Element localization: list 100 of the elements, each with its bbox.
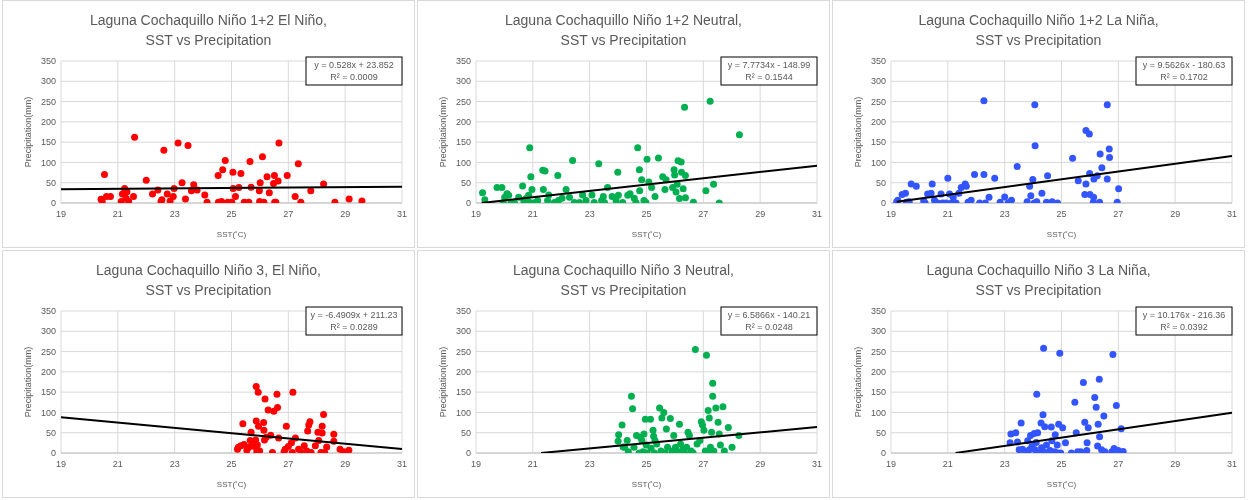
equation-box: y = 0.528x + 23.852 R² = 0.0009 bbox=[305, 56, 403, 86]
y-tick-label: 0 bbox=[880, 448, 886, 459]
x-tick-label: 27 bbox=[1113, 209, 1124, 219]
x-tick-label: 23 bbox=[999, 209, 1010, 219]
y-axis-title: Precipitation(mm) bbox=[23, 346, 33, 418]
equation-box: y = 10.176x - 216.36 R² = 0.0392 bbox=[1135, 306, 1233, 336]
y-tick-label: 200 bbox=[455, 367, 471, 378]
y-tick-label: 100 bbox=[870, 407, 886, 418]
chart-title: Laguna Cochaquillo Niño 3, El Niño, SST vs Precipitation bbox=[96, 262, 321, 298]
x-tick-label: 25 bbox=[1056, 459, 1067, 469]
y-tick-label: 200 bbox=[40, 367, 56, 378]
y-tick-label: 50 bbox=[875, 177, 886, 188]
annotation: y = 10.176x - 216.36 bbox=[1142, 310, 1226, 320]
x-tick-label: 21 bbox=[112, 459, 123, 469]
x-tick-label: 29 bbox=[755, 459, 766, 469]
y-tick-label: 200 bbox=[40, 117, 56, 128]
x-axis-title: SST(˚C) bbox=[1046, 480, 1077, 489]
y-tick-label: 0 bbox=[50, 198, 56, 209]
annotation: y = 9.5626x - 180.63 bbox=[1142, 60, 1226, 70]
annotation: R² = 0.1702 bbox=[1160, 72, 1208, 82]
y-tick-label: 300 bbox=[870, 76, 886, 87]
y-tick-label: 50 bbox=[460, 177, 471, 188]
y-tick-label: 100 bbox=[455, 407, 471, 418]
y-tick-label: 300 bbox=[40, 76, 56, 87]
chart-title: Laguna Cochaquillo Niño 1+2 Neutral, SST vs Precipitation bbox=[505, 12, 742, 48]
y-tick-label: 250 bbox=[40, 96, 56, 107]
x-tick-label: 27 bbox=[698, 459, 709, 469]
y-tick-label: 300 bbox=[455, 76, 471, 87]
annotation: R² = 0.0248 bbox=[745, 322, 793, 332]
y-tick-label: 300 bbox=[455, 326, 471, 337]
y-tick-label: 250 bbox=[455, 346, 471, 357]
y-tick-label: 0 bbox=[880, 198, 886, 209]
chart-title: Laguna Cochaquillo Niño 3 Neutral, SST vs Precipitation bbox=[512, 262, 735, 298]
y-tick-label: 50 bbox=[460, 427, 471, 438]
x-tick-label: 19 bbox=[885, 459, 897, 469]
x-tick-label: 19 bbox=[885, 209, 897, 219]
x-tick-label: 31 bbox=[396, 209, 408, 219]
y-tick-label: 150 bbox=[455, 137, 471, 148]
x-tick-label: 19 bbox=[55, 459, 67, 469]
equation-box: y = 9.5626x - 180.63 R² = 0.1702 bbox=[1135, 56, 1233, 86]
y-tick-label: 250 bbox=[870, 346, 886, 357]
annotation: y = 0.528x + 23.852 bbox=[314, 60, 394, 70]
y-tick-label: 0 bbox=[50, 448, 56, 459]
y-tick-label: 300 bbox=[870, 326, 886, 337]
y-axis-title: Precipitation(mm) bbox=[438, 96, 448, 168]
y-tick-label: 150 bbox=[455, 387, 471, 398]
x-tick-label: 19 bbox=[55, 209, 67, 219]
x-tick-label: 27 bbox=[698, 209, 709, 219]
x-tick-label: 29 bbox=[340, 209, 351, 219]
annotation: R² = 0.0289 bbox=[330, 322, 378, 332]
y-tick-label: 100 bbox=[40, 157, 56, 168]
y-tick-label: 0 bbox=[465, 448, 471, 459]
x-tick-label: 21 bbox=[942, 209, 953, 219]
y-tick-label: 0 bbox=[465, 198, 471, 209]
x-tick-label: 25 bbox=[641, 209, 652, 219]
y-tick-label: 100 bbox=[870, 157, 886, 168]
chart-title: Laguna Cochaquillo Niño 3 La Niña, SST vs Precipitation bbox=[926, 262, 1151, 298]
x-tick-label: 29 bbox=[1170, 209, 1181, 219]
y-tick-label: 250 bbox=[870, 96, 886, 107]
y-tick-label: 350 bbox=[455, 306, 471, 317]
x-tick-label: 25 bbox=[1056, 209, 1067, 219]
y-tick-label: 200 bbox=[455, 117, 471, 128]
x-axis-title: SST(˚C) bbox=[1046, 230, 1077, 239]
x-tick-label: 29 bbox=[340, 459, 351, 469]
y-tick-label: 50 bbox=[875, 427, 886, 438]
x-tick-label: 27 bbox=[1113, 459, 1124, 469]
chart-title: Laguna Cochaquillo Niño 1+2 La Niña, SST vs Precipitation bbox=[918, 12, 1159, 48]
y-tick-label: 50 bbox=[45, 427, 56, 438]
chart-title: Laguna Cochaquillo Niño 1+2 El Niño, SST vs Precipitation bbox=[90, 12, 327, 48]
annotation: R² = 0.1544 bbox=[745, 72, 793, 82]
y-tick-label: 150 bbox=[870, 137, 886, 148]
y-axis-title: Precipitation(mm) bbox=[853, 96, 863, 168]
x-axis-title: SST(˚C) bbox=[216, 480, 247, 489]
y-axis-title: Precipitation(mm) bbox=[23, 96, 33, 168]
annotation: R² = 0.0009 bbox=[330, 72, 378, 82]
y-tick-label: 300 bbox=[40, 326, 56, 337]
equation-box: y = -6.4909x + 211.23 R² = 0.0289 bbox=[305, 306, 403, 336]
y-tick-label: 100 bbox=[455, 157, 471, 168]
y-tick-label: 50 bbox=[45, 177, 56, 188]
y-tick-label: 250 bbox=[455, 96, 471, 107]
x-tick-label: 21 bbox=[527, 209, 538, 219]
y-tick-label: 200 bbox=[870, 117, 886, 128]
x-axis-title: SST(˚C) bbox=[216, 230, 247, 239]
x-tick-label: 27 bbox=[283, 459, 294, 469]
x-tick-label: 25 bbox=[226, 209, 237, 219]
y-tick-label: 250 bbox=[40, 346, 56, 357]
x-tick-label: 19 bbox=[470, 209, 482, 219]
x-axis-title: SST(˚C) bbox=[631, 230, 662, 239]
x-tick-label: 27 bbox=[283, 209, 294, 219]
x-tick-label: 31 bbox=[811, 209, 823, 219]
x-tick-label: 23 bbox=[584, 209, 595, 219]
y-tick-label: 350 bbox=[40, 306, 56, 317]
equation-box: y = 6.5866x - 140.21 R² = 0.0248 bbox=[720, 306, 818, 336]
x-tick-label: 31 bbox=[396, 459, 408, 469]
y-tick-label: 350 bbox=[870, 306, 886, 317]
y-tick-label: 350 bbox=[455, 56, 471, 67]
equation-box: y = 7.7734x - 148.99 R² = 0.1544 bbox=[720, 56, 818, 86]
x-tick-label: 31 bbox=[1226, 209, 1238, 219]
x-tick-label: 23 bbox=[584, 459, 595, 469]
annotation: y = -6.4909x + 211.23 bbox=[310, 310, 398, 320]
